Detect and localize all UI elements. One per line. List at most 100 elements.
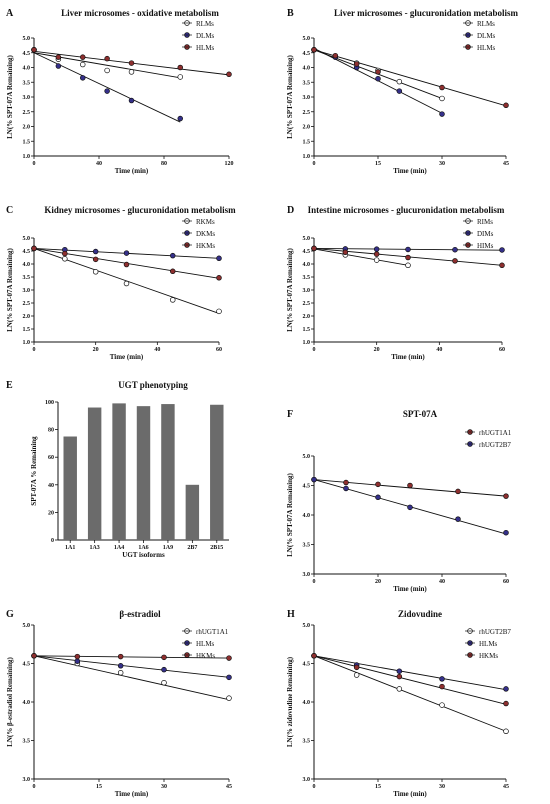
fit-line-HKMs	[33, 655, 230, 659]
point-DIMs	[499, 247, 505, 253]
y-tick-label: 3.5	[303, 543, 311, 549]
y-tick-label: 2.0	[23, 125, 31, 131]
point-DLMs	[55, 63, 62, 69]
point-HKMs	[396, 673, 403, 680]
legend-label: DLMs	[196, 32, 215, 40]
y-tick-label: 1.5	[303, 139, 311, 145]
legend-h: rhUGT2B7 HLMs HKMs	[465, 628, 511, 660]
point-HKMs	[216, 275, 222, 281]
point-HKMs	[74, 653, 81, 660]
point-RKMs	[216, 308, 222, 315]
point-HLMs	[503, 102, 509, 109]
y-tick-label: 4.0	[303, 513, 311, 519]
panel-g-title: β-estradiol	[119, 609, 161, 619]
point-HIMs	[373, 251, 380, 257]
point-HIMs	[342, 249, 349, 256]
point-RIMs	[373, 257, 380, 263]
point-HLMs	[439, 676, 445, 682]
panel-a-title: Liver microsomes - oxidative metabolism	[61, 8, 219, 18]
x-tick-label: 30	[439, 161, 445, 167]
y-tick-label: 4.5	[303, 484, 311, 490]
point-DLMs	[439, 111, 445, 117]
panel-h: H Zidovudine 3.0 3.5 4.0 4.5 5.0 LN(% zidovudin…	[286, 609, 511, 798]
y-tick-label: 3.5	[303, 739, 311, 745]
point-HKMs	[31, 653, 37, 659]
y-tick-label: 3.0	[303, 288, 311, 294]
fit-line-HLMs	[313, 655, 507, 691]
point-DKMs	[123, 250, 130, 256]
x-tick-label: 0	[33, 784, 36, 790]
point-HKMs	[62, 250, 68, 257]
y-tick-label: 2.5	[303, 301, 311, 307]
legend-label: rhUGT2B7	[479, 628, 511, 636]
bar-1A3	[87, 407, 102, 540]
y-tick-label: 20	[48, 510, 54, 516]
fit-line-RIMs	[313, 248, 409, 266]
x-axis-label: Time (min)	[393, 167, 427, 175]
y-tick-label: 1.0	[23, 154, 31, 160]
x-tick-label: 45	[503, 784, 509, 790]
panel-f-title: SPT-07A	[403, 409, 438, 419]
y-tick-label: 100	[45, 400, 54, 406]
point-DLMs	[128, 97, 135, 104]
point-HLMs	[226, 71, 232, 78]
y-tick-label: 3.0	[23, 288, 31, 294]
x-tick-label: 20	[93, 347, 99, 353]
point-rhUGT2B7	[375, 494, 381, 501]
x-tick-label: 60	[499, 347, 505, 353]
x-tick-label: 0	[33, 347, 36, 353]
point-RLMs	[79, 61, 86, 68]
point-HKMs	[170, 268, 176, 275]
point-DLMs	[396, 88, 403, 94]
panel-b: B Liver microsomes - glucuronidation meta…	[286, 8, 518, 175]
y-tick-label: 1.0	[303, 154, 311, 160]
point-rhUGT1A1	[117, 669, 124, 676]
point-HLMs	[353, 61, 360, 67]
x-axis-label: Time (min)	[391, 353, 425, 361]
point-RLMs	[104, 67, 110, 74]
fit-line-HLMs	[313, 49, 507, 107]
y-tick-label: 5.0	[303, 36, 311, 42]
panel-g-label: G	[6, 609, 14, 620]
y-tick-label: 4.5	[303, 51, 311, 57]
y-tick-label: 2.0	[303, 125, 311, 131]
panel-c: C Kidney microsomes - glucuronidation met…	[6, 205, 236, 361]
x-tick-label: 1A4	[114, 545, 124, 551]
y-tick-label: 3.5	[303, 275, 311, 281]
point-HIMs	[405, 254, 411, 261]
point-HLMs	[104, 55, 110, 62]
x-tick-label: 15	[96, 784, 102, 790]
point-HLMs	[226, 674, 232, 681]
y-tick-label: 4.5	[303, 249, 311, 255]
y-tick-label: 5.0	[23, 236, 31, 242]
legend-label: RLMs	[477, 20, 495, 28]
y-tick-label: 40	[48, 483, 54, 489]
point-HLMs	[396, 668, 403, 674]
x-tick-label: 60	[503, 579, 509, 585]
bar-1A1	[63, 436, 77, 540]
point-RKMs	[62, 256, 68, 262]
y-tick-label: 1.5	[23, 327, 31, 333]
point-HKMs	[503, 700, 509, 707]
x-axis-label: UGT isoforms	[122, 551, 165, 559]
point-RLMs	[396, 78, 403, 85]
panel-e-label: E	[6, 380, 13, 391]
panel-h-label: H	[287, 609, 295, 620]
panel-a-label: A	[6, 8, 14, 19]
point-HLMs	[117, 663, 124, 669]
point-rhUGT2B7	[311, 476, 317, 483]
bar-1A4	[112, 403, 126, 540]
x-tick-label: 30	[161, 784, 167, 790]
x-tick-label: 60	[216, 347, 222, 353]
legend-a: RLMs DLMs HLMs	[182, 20, 215, 52]
legend-label: DKMs	[196, 230, 215, 238]
y-tick-label: 1.0	[23, 340, 31, 346]
point-RIMs	[405, 262, 411, 269]
fit-line-rhUGT1A1	[33, 655, 230, 701]
y-tick-label: 4.0	[23, 262, 31, 268]
legend-label: HKMs	[196, 242, 215, 250]
y-tick-label: 60	[48, 455, 54, 461]
y-axis-label: SPT-07A % Remaining	[30, 436, 38, 506]
x-tick-label: 0	[313, 161, 316, 167]
